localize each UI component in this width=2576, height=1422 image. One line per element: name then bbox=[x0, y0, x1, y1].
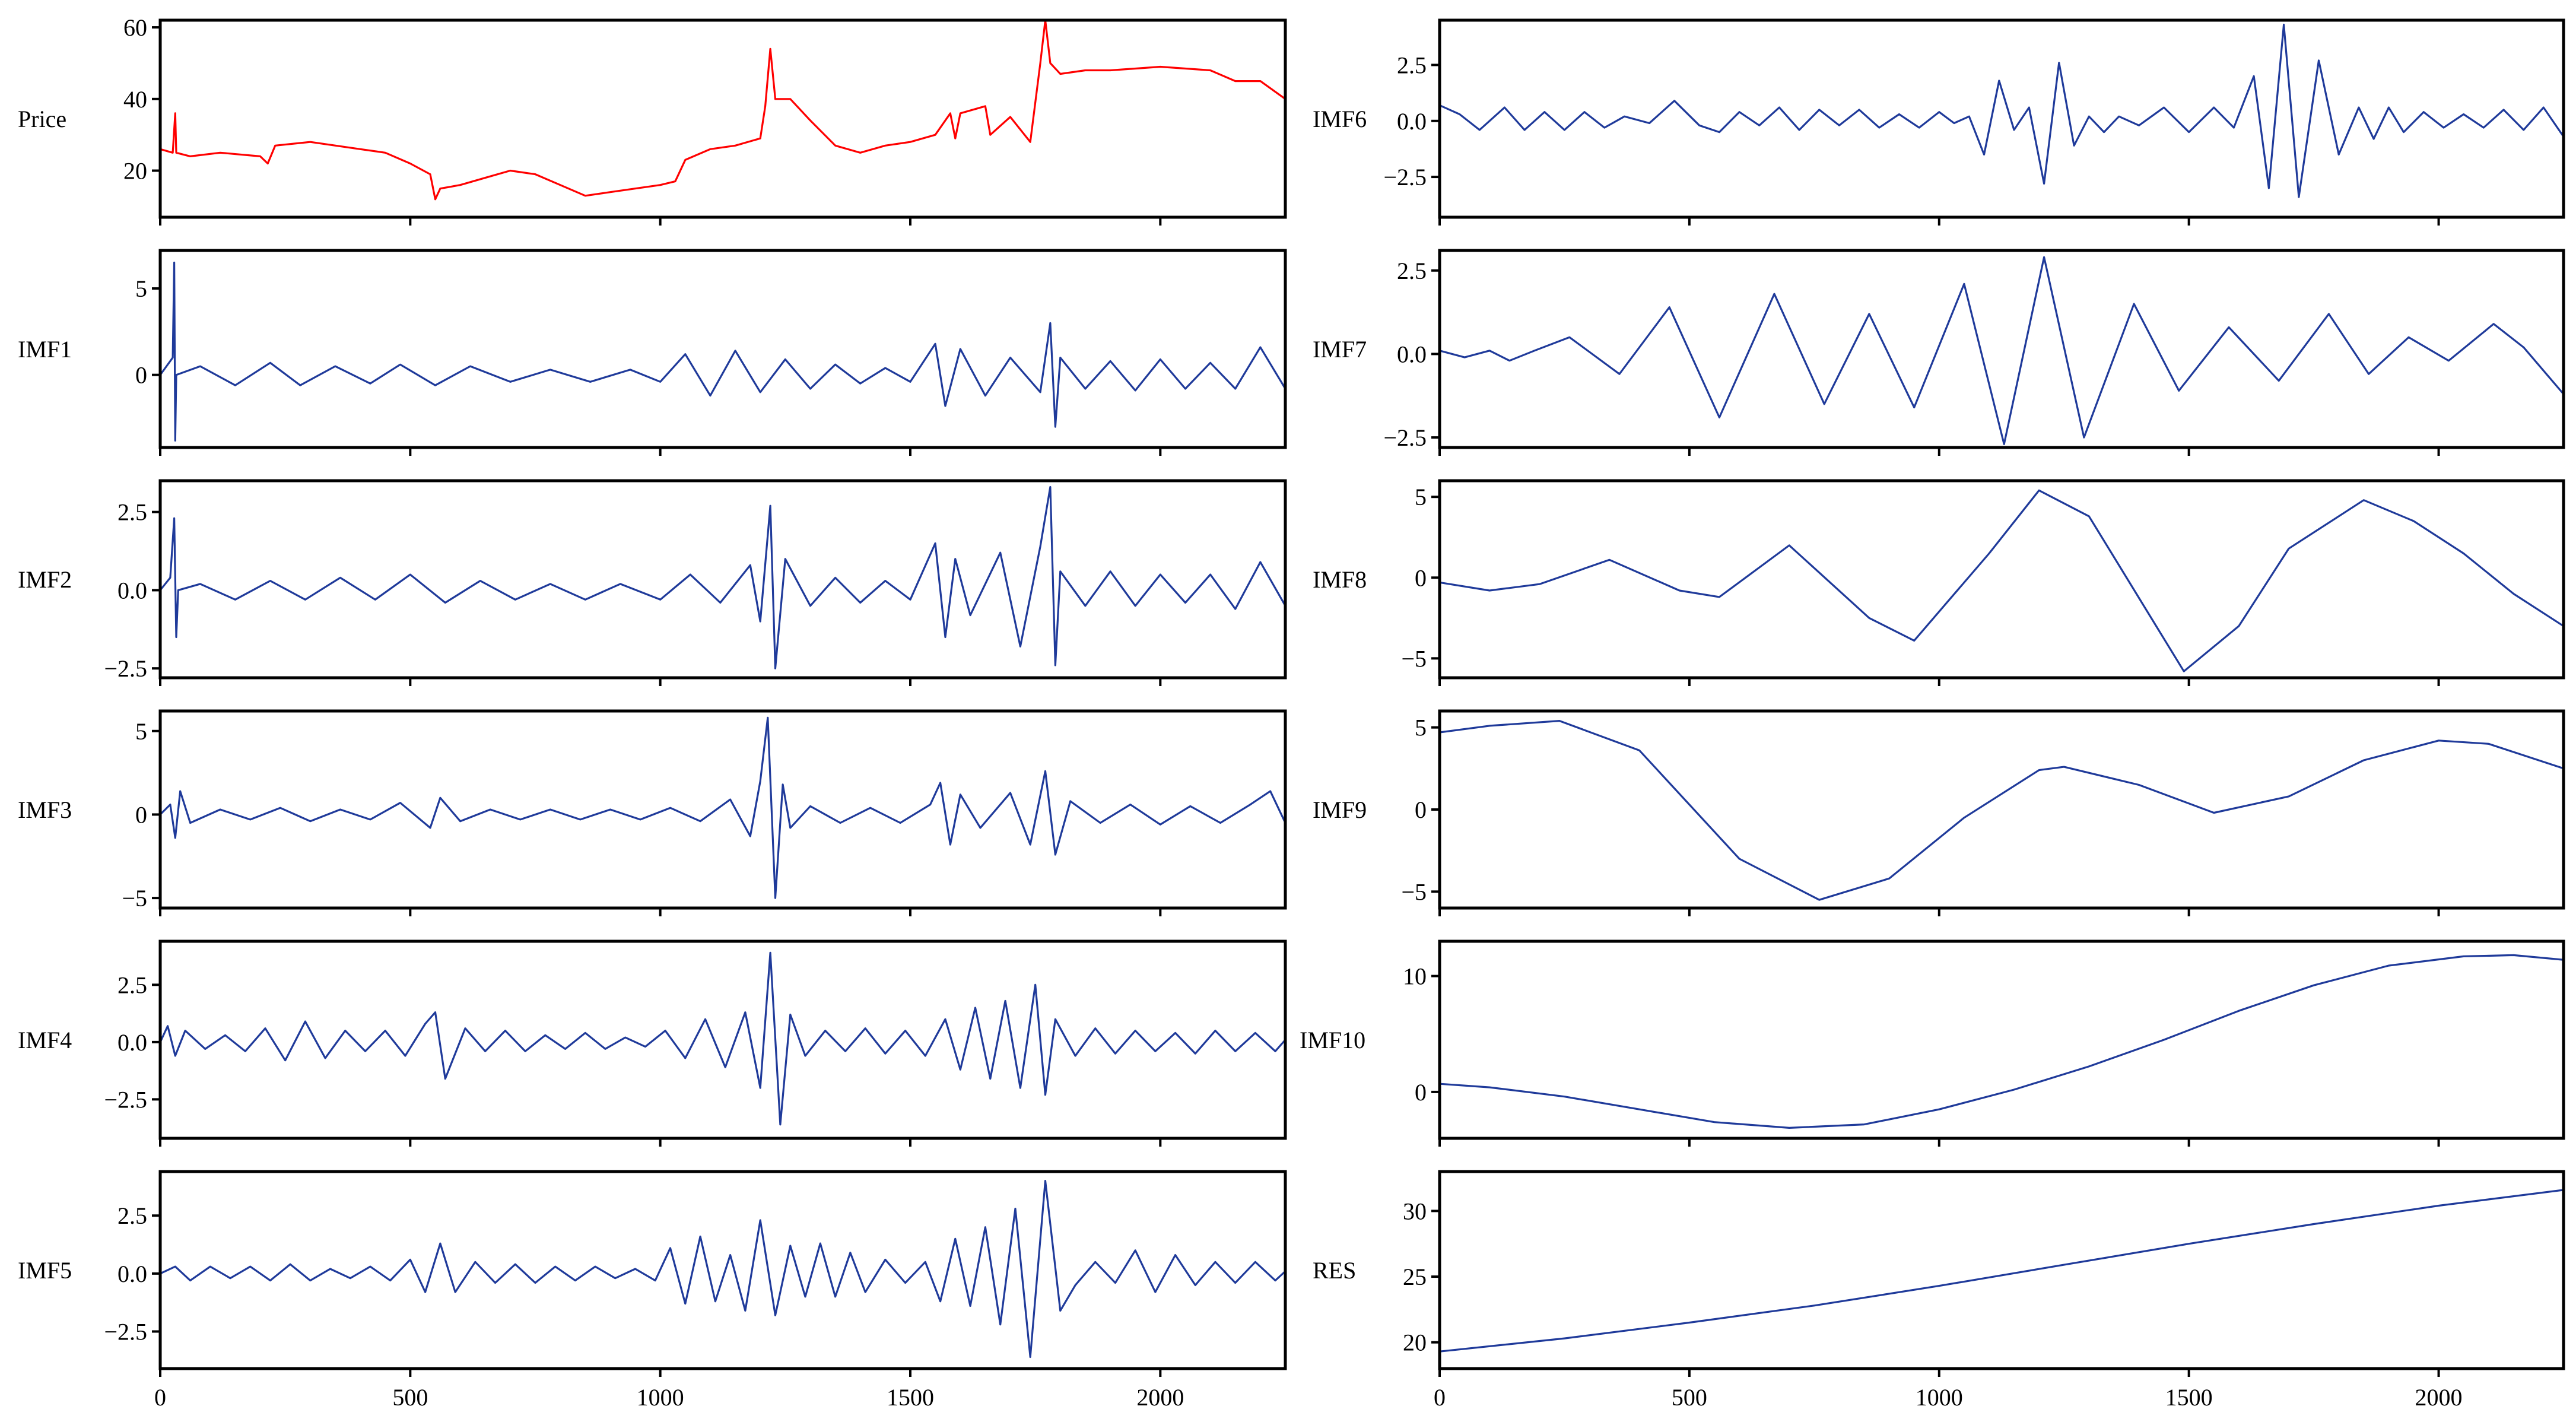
x-tick-label: 2000 bbox=[1136, 1384, 1184, 1411]
plot-frame-imf9 bbox=[1438, 709, 2565, 910]
x-tick-label: 1000 bbox=[1916, 1384, 1963, 1411]
panel-label-res: RES bbox=[1313, 1257, 1356, 1284]
x-tick-label: 0 bbox=[1434, 1384, 1446, 1411]
y-tick-label: 0 bbox=[1415, 564, 1427, 591]
plot-frame-imf1 bbox=[158, 249, 1287, 449]
panel-label-imf1: IMF1 bbox=[18, 336, 72, 363]
y-tick-label: 2.5 bbox=[1397, 52, 1427, 78]
panel-imf6: −2.5 0.0 2.5 IMF6 bbox=[1313, 18, 2565, 226]
panel-label-imf8: IMF8 bbox=[1313, 566, 1367, 593]
plot-frame-imf2 bbox=[158, 479, 1287, 680]
panel-imf10: 0 10 IMF10 bbox=[1300, 939, 2565, 1147]
y-tick-label: 2.5 bbox=[117, 499, 147, 526]
y-tick-label: 0.0 bbox=[117, 1261, 147, 1287]
y-tick-label: 2.5 bbox=[117, 972, 147, 998]
panel-imf7: −2.5 0.0 2.5 IMF7 bbox=[1313, 249, 2565, 456]
y-tick-label: 20 bbox=[123, 158, 147, 185]
panel-label-imf5: IMF5 bbox=[18, 1257, 72, 1284]
plot-frame-imf3 bbox=[158, 709, 1287, 910]
panel-imf9: −5 0 5 IMF9 bbox=[1313, 709, 2565, 916]
y-tick-label: 5 bbox=[135, 718, 147, 745]
y-tick-label: 2.5 bbox=[1397, 258, 1427, 284]
x-tick-label: 500 bbox=[1672, 1384, 1707, 1411]
y-tick-label: 2.5 bbox=[117, 1202, 147, 1229]
y-tick-label: 5 bbox=[1415, 484, 1427, 510]
x-tick-label: 1500 bbox=[887, 1384, 934, 1411]
series-line-imf8 bbox=[1440, 489, 2564, 672]
plot-frame-imf4 bbox=[158, 939, 1287, 1140]
y-tick-label: 25 bbox=[1403, 1264, 1427, 1290]
panel-price: 20 40 60 Price bbox=[18, 14, 1287, 226]
panel-label-imf2: IMF2 bbox=[18, 566, 72, 593]
y-tick-label: −2.5 bbox=[104, 655, 147, 682]
y-tick-label: −2.5 bbox=[104, 1086, 147, 1113]
plot-frame-res bbox=[1438, 1170, 2565, 1370]
y-tick-label: 0 bbox=[135, 801, 147, 828]
series-line-imf1 bbox=[160, 261, 1285, 442]
plot-frame-price bbox=[158, 18, 1287, 219]
plot-frame-imf6 bbox=[1438, 18, 2565, 219]
y-tick-label: −2.5 bbox=[1383, 424, 1427, 451]
y-tick-label: 20 bbox=[1403, 1329, 1427, 1356]
plot-frame-imf5 bbox=[158, 1170, 1287, 1370]
panel-label-imf6: IMF6 bbox=[1313, 106, 1367, 132]
series-line-imf9 bbox=[1440, 719, 2564, 901]
x-tick-label: 2000 bbox=[2415, 1384, 2463, 1411]
series-line-imf7 bbox=[1440, 256, 2564, 446]
y-tick-label: 60 bbox=[123, 14, 147, 41]
panel-label-imf4: IMF4 bbox=[18, 1027, 72, 1053]
panel-label-price: Price bbox=[18, 106, 66, 132]
y-tick-label: 0 bbox=[135, 362, 147, 389]
panel-imf4: −2.5 0.0 2.5 IMF4 bbox=[18, 939, 1287, 1147]
y-tick-label: 0 bbox=[1415, 796, 1427, 823]
panel-label-imf9: IMF9 bbox=[1313, 796, 1367, 823]
y-tick-label: 10 bbox=[1403, 963, 1427, 990]
series-line-res bbox=[1440, 1189, 2564, 1353]
y-tick-label: 0.0 bbox=[117, 577, 147, 604]
panel-label-imf3: IMF3 bbox=[18, 796, 72, 823]
panel-res: 20 25 30 0 500 1000 1500 2000 RES bbox=[1313, 1170, 2565, 1411]
y-tick-label: 0.0 bbox=[1397, 341, 1427, 367]
y-tick-label: −5 bbox=[1401, 878, 1427, 905]
y-tick-label: 0.0 bbox=[117, 1029, 147, 1056]
x-tick-label: 0 bbox=[154, 1384, 166, 1411]
series-line-price bbox=[160, 20, 1285, 201]
panel-imf8: −5 0 5 IMF8 bbox=[1313, 479, 2565, 686]
y-tick-label: −2.5 bbox=[104, 1319, 147, 1345]
panel-imf2: −2.5 0.0 2.5 IMF2 bbox=[18, 479, 1287, 686]
series-line-imf6 bbox=[1440, 23, 2564, 198]
x-tick-label: 1500 bbox=[2165, 1384, 2213, 1411]
y-tick-label: 5 bbox=[135, 275, 147, 302]
y-tick-label: −5 bbox=[122, 885, 147, 912]
plot-frame-imf7 bbox=[1438, 249, 2565, 449]
y-tick-label: 30 bbox=[1403, 1198, 1427, 1224]
panel-imf1: 0 5 IMF1 bbox=[18, 249, 1287, 456]
panel-label-imf10: IMF10 bbox=[1300, 1027, 1365, 1053]
y-tick-label: 0 bbox=[1415, 1079, 1427, 1106]
x-tick-label: 1000 bbox=[637, 1384, 684, 1411]
series-line-imf10 bbox=[1440, 954, 2564, 1129]
panel-imf5: −2.5 0.0 2.5 0 500 1000 1500 2000 IMF5 bbox=[18, 1170, 1287, 1411]
panel-label-imf7: IMF7 bbox=[1313, 336, 1367, 363]
x-tick-label: 500 bbox=[392, 1384, 428, 1411]
y-tick-label: 40 bbox=[123, 86, 147, 113]
y-tick-label: −5 bbox=[1401, 645, 1427, 672]
y-tick-label: 5 bbox=[1415, 715, 1427, 741]
series-line-imf4 bbox=[160, 951, 1285, 1126]
y-tick-label: −2.5 bbox=[1383, 164, 1427, 191]
series-line-imf3 bbox=[160, 716, 1285, 899]
plot-frame-imf8 bbox=[1438, 479, 2565, 680]
panel-imf3: −5 0 5 IMF3 bbox=[18, 709, 1287, 916]
plot-frame-imf10 bbox=[1438, 939, 2565, 1140]
y-tick-label: 0.0 bbox=[1397, 108, 1427, 135]
series-line-imf2 bbox=[160, 485, 1285, 669]
series-line-imf5 bbox=[160, 1179, 1285, 1358]
